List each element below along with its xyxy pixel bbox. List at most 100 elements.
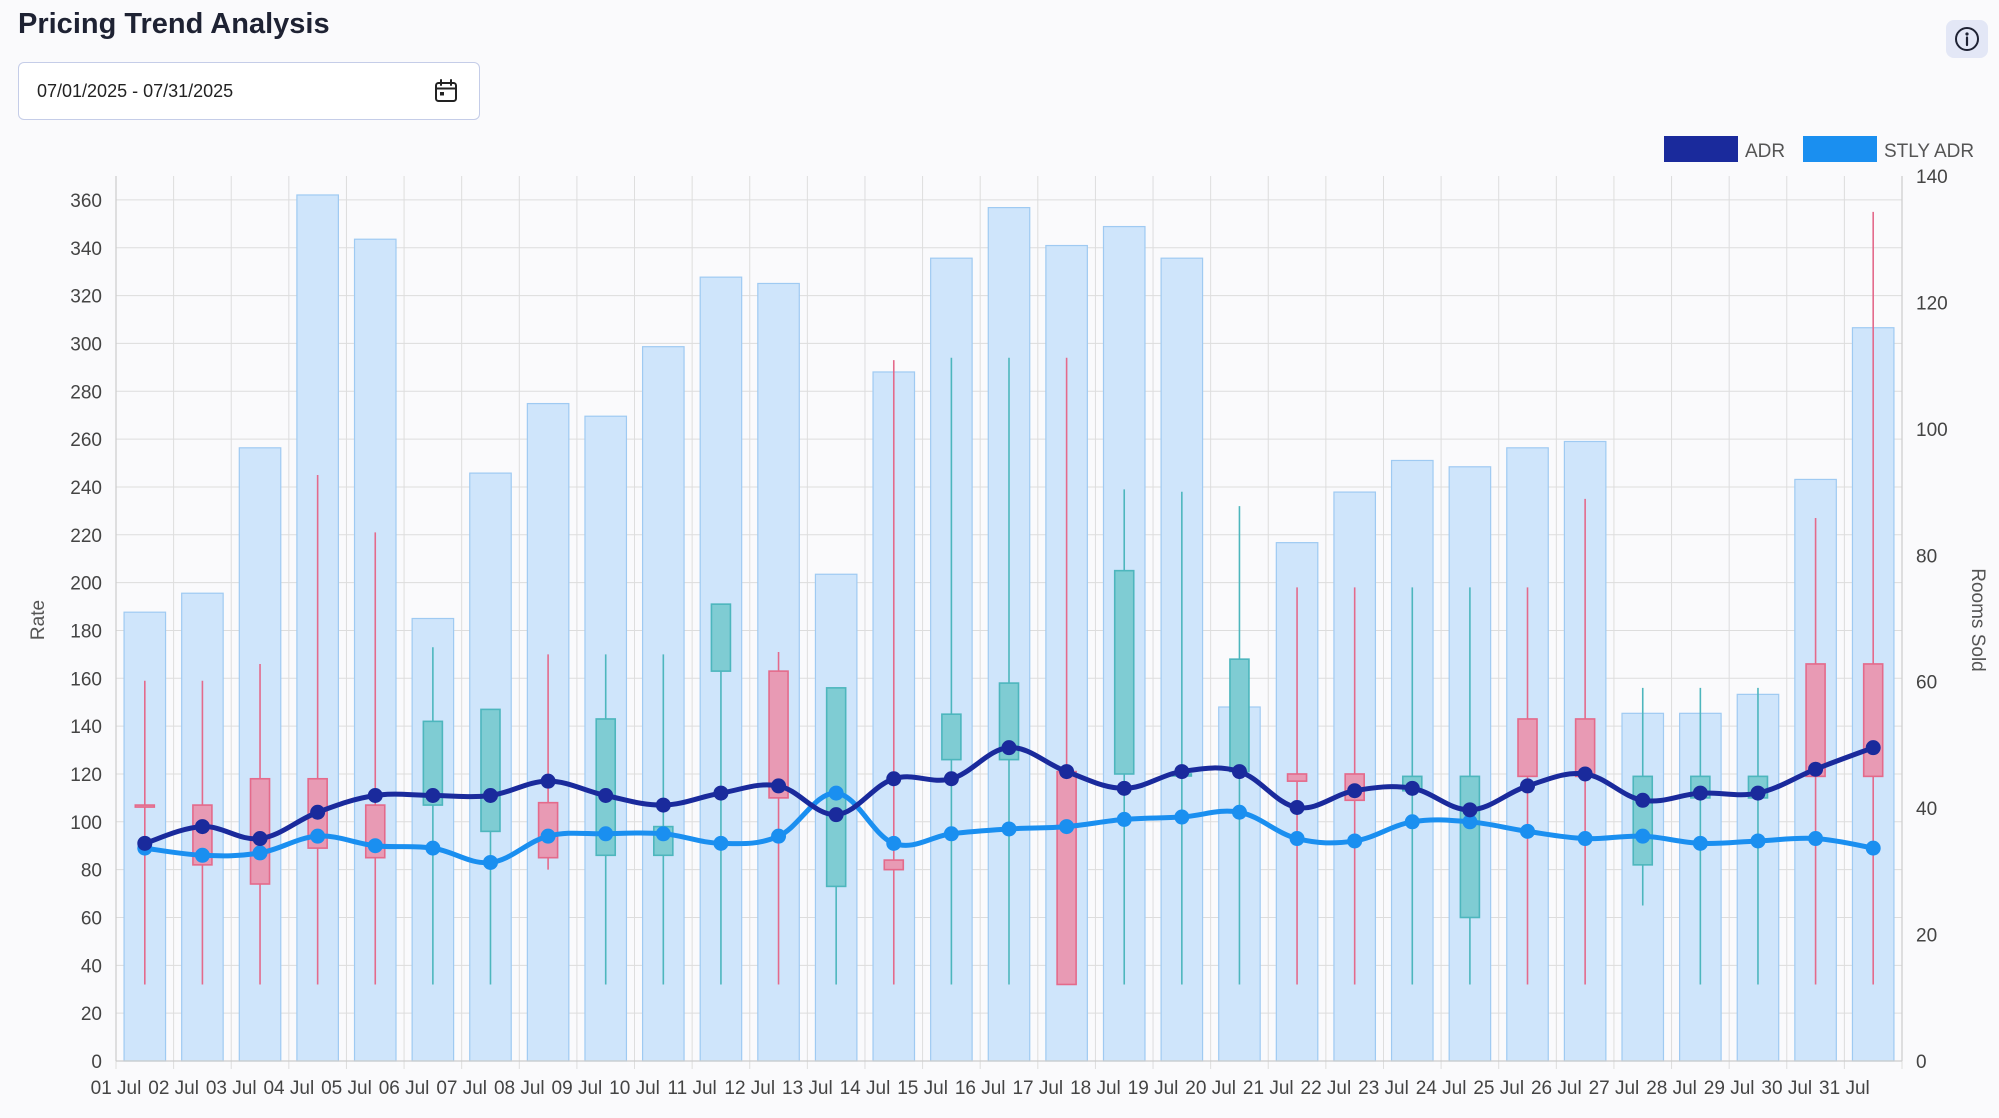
adr-point[interactable] [1059,764,1075,780]
y2-tick-label: 140 [1916,167,1948,188]
adr-point[interactable] [1750,785,1766,801]
rate-range-box[interactable] [1805,663,1826,778]
y-tick-label: 120 [70,765,102,786]
rate-range-box[interactable] [1517,718,1538,778]
adr-point[interactable] [828,807,844,823]
x-tick-label: 25 Jul [1473,1078,1524,1099]
adr-point[interactable] [137,835,153,851]
stly-adr-point[interactable] [1750,833,1766,849]
adr-point[interactable] [1808,761,1824,777]
stly-adr-point[interactable] [1577,831,1593,847]
adr-point[interactable] [310,804,326,820]
adr-point[interactable] [886,771,902,787]
rate-range-box[interactable] [595,718,617,857]
adr-point[interactable] [1462,802,1478,818]
adr-point[interactable] [771,778,787,794]
adr-point[interactable] [713,785,729,801]
stly-adr-point[interactable] [425,840,441,856]
adr-point[interactable] [1692,785,1708,801]
stly-adr-point[interactable] [1692,835,1708,851]
adr-point[interactable] [425,788,441,803]
stly-adr-point[interactable] [1462,814,1478,830]
rate-range-box[interactable] [1459,775,1481,919]
stly-adr-point[interactable] [771,828,787,844]
adr-point[interactable] [482,788,498,803]
x-tick-label: 07 Jul [436,1078,487,1099]
stly-adr-point[interactable] [1635,828,1651,844]
legend-label-adr[interactable]: ADR [1745,141,1785,162]
stly-adr-point[interactable] [482,854,498,870]
x-tick-label: 19 Jul [1128,1078,1179,1099]
stly-adr-point[interactable] [1059,819,1075,835]
stly-adr-point[interactable] [1347,833,1363,849]
x-tick-label: 01 Jul [91,1078,142,1099]
rate-range-box[interactable] [883,859,905,871]
calendar-icon[interactable] [433,78,459,104]
stly-adr-point[interactable] [828,785,844,801]
stly-adr-point[interactable] [1001,821,1017,837]
rate-range-box[interactable] [1862,663,1884,778]
stly-adr-point[interactable] [886,835,902,851]
rate-range-box[interactable] [422,720,444,806]
stly-adr-point[interactable] [1404,814,1420,830]
y2-tick-label: 100 [1916,420,1948,441]
info-button[interactable] [1946,20,1988,58]
adr-point[interactable] [1865,740,1881,756]
stly-adr-point[interactable] [194,847,210,863]
stly-adr-point[interactable] [1231,804,1247,820]
adr-point[interactable] [655,797,671,813]
x-tick-label: 31 Jul [1819,1078,1870,1099]
y-tick-label: 240 [70,478,102,499]
adr-point[interactable] [1577,766,1593,782]
stly-adr-point[interactable] [1174,809,1190,825]
adr-point[interactable] [1404,780,1420,796]
adr-point[interactable] [1116,780,1132,796]
y2-axis-title: Rooms Sold [1967,568,1988,672]
date-range-picker[interactable]: 07/01/2025 - 07/31/2025 [18,62,480,120]
rate-range-box[interactable] [1113,569,1135,775]
legend-swatch-adr[interactable] [1664,136,1738,162]
stly-adr-point[interactable] [1289,831,1305,847]
stly-adr-point[interactable] [1116,811,1132,827]
stly-adr-point[interactable] [1520,823,1536,839]
rate-range-box[interactable] [1229,658,1250,773]
rate-range-box[interactable] [768,670,789,799]
rate-range-box[interactable] [134,804,156,808]
adr-point[interactable] [252,831,268,847]
x-tick-label: 30 Jul [1761,1078,1812,1099]
rate-range-box[interactable] [941,713,962,761]
adr-point[interactable] [1231,764,1247,780]
adr-point[interactable] [1347,783,1363,799]
stly-adr-point[interactable] [1808,831,1824,847]
y-tick-label: 40 [81,956,102,977]
adr-point[interactable] [943,771,959,787]
stly-adr-point[interactable] [1865,840,1881,856]
adr-point[interactable] [540,773,556,789]
stly-adr-point[interactable] [943,826,959,842]
x-tick-label: 18 Jul [1070,1078,1121,1099]
rate-range-box[interactable] [1632,775,1654,866]
adr-point[interactable] [367,788,383,803]
stly-adr-point[interactable] [310,828,326,844]
adr-point[interactable] [1174,764,1190,780]
stly-adr-point[interactable] [713,835,729,851]
stly-adr-point[interactable] [655,826,671,842]
adr-point[interactable] [1520,778,1536,794]
rate-range-box[interactable] [1056,770,1077,986]
legend-swatch-stly-adr[interactable] [1803,136,1877,162]
stly-adr-point[interactable] [540,828,556,844]
adr-point[interactable] [1001,740,1017,756]
stly-adr-point[interactable] [252,845,268,861]
rate-range-box[interactable] [480,708,501,833]
adr-point[interactable] [194,819,210,835]
stly-adr-point[interactable] [598,826,614,842]
legend-label-stly-adr[interactable]: STLY ADR [1884,141,1974,162]
adr-point[interactable] [1635,792,1651,808]
rate-range-box[interactable] [998,682,1020,761]
adr-point[interactable] [598,788,614,803]
stly-adr-point[interactable] [367,838,383,854]
rate-range-box[interactable] [710,603,732,672]
adr-point[interactable] [1289,799,1305,815]
rate-range-box[interactable] [1286,773,1308,782]
x-tick-label: 28 Jul [1646,1078,1697,1099]
